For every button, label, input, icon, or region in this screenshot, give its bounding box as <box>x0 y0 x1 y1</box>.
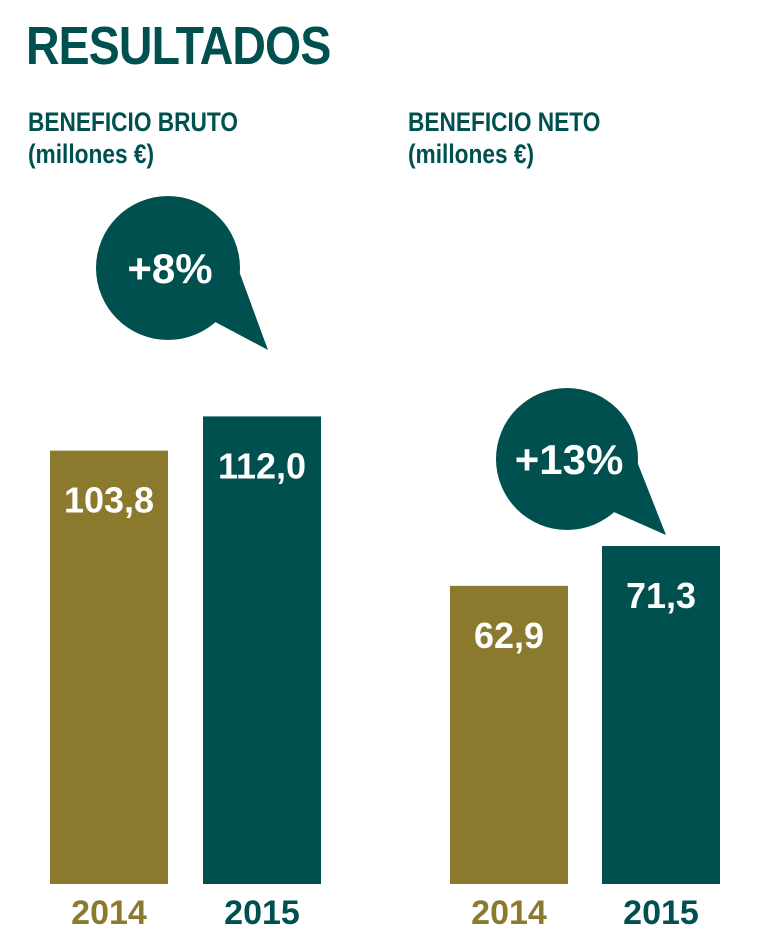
page-title: RESULTADOS <box>26 16 331 76</box>
year-label-gross-2014: 2014 <box>71 894 147 932</box>
bar-gross-2014 <box>50 450 168 884</box>
change-bubble-tail-net <box>610 453 666 535</box>
chart-heading-net: BENEFICIO NETO (millones €) <box>408 106 600 170</box>
change-label-gross: +8% <box>127 245 212 292</box>
bar-net-2015 <box>602 546 720 884</box>
change-bubble-net <box>496 388 638 530</box>
year-label-net-2015: 2015 <box>623 894 699 932</box>
chart-title-net: BENEFICIO NETO <box>408 107 601 137</box>
chart-subtitle-net: (millones €) <box>408 139 535 169</box>
change-bubble-gross <box>96 196 240 340</box>
bar-value-label-gross-2014: 103,8 <box>64 480 154 521</box>
year-label-gross-2015: 2015 <box>224 894 300 932</box>
chart-heading-gross: BENEFICIO BRUTO (millones €) <box>28 106 238 170</box>
chart-title-gross: BENEFICIO BRUTO <box>28 107 239 137</box>
change-bubble-tail-gross <box>211 262 268 350</box>
chart-subtitle-gross: (millones €) <box>28 139 155 169</box>
bar-value-label-net-2014: 62,9 <box>474 615 544 656</box>
bar-net-2014 <box>450 585 568 884</box>
year-label-net-2014: 2014 <box>471 894 547 932</box>
bar-value-label-net-2015: 71,3 <box>626 575 696 616</box>
bar-gross-2015 <box>203 416 321 884</box>
bar-value-label-gross-2015: 112,0 <box>218 445 306 486</box>
change-label-net: +13% <box>515 436 624 483</box>
